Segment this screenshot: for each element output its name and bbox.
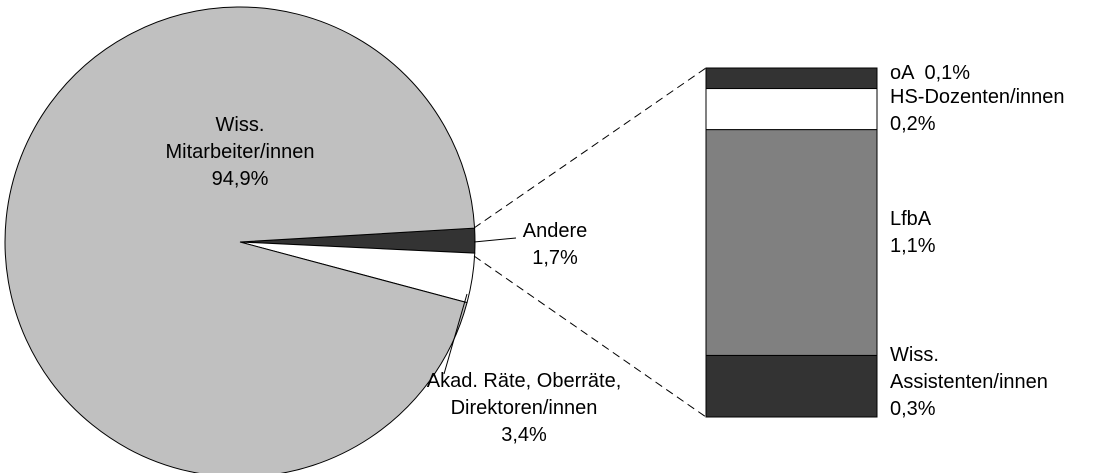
bar-segment (705, 354, 878, 418)
segment-name: Wiss. Assistenten/innen (890, 344, 1048, 393)
leader-line (473, 237, 517, 243)
connector (473, 67, 707, 229)
segment-label: oA 0,1% (890, 60, 970, 87)
segment-name: LfbA (890, 208, 932, 230)
slice-value: 3,4% (501, 424, 547, 446)
segment-name: oA (890, 62, 915, 84)
slice-name: Andere (522, 220, 588, 242)
bar-segment (705, 67, 878, 90)
segment-value: 0,3% (890, 398, 936, 420)
segment-value: 0,1% (924, 62, 971, 84)
bar-segment (705, 88, 878, 131)
slice-label: Andere 1,7% (523, 218, 588, 272)
slice-value: 94,9% (211, 168, 269, 190)
slice-label: Wiss. Mitarbeiter/innen 94,9% (166, 112, 315, 193)
segment-value: 1,1% (890, 235, 936, 257)
segment-label: HS-Dozenten/innen 0,2% (890, 84, 1065, 138)
slice-label: Akad. Räte, Oberräte, Direktoren/innen 3,… (427, 368, 622, 449)
segment-name: HS-Dozenten/innen (890, 86, 1065, 108)
connector (473, 255, 707, 418)
slice-value: 1,7% (532, 247, 578, 269)
segment-label: Wiss. Assistenten/innen 0,3% (890, 342, 1048, 423)
slice-name: Akad. Räte, Oberräte, Direktoren/innen (426, 370, 622, 419)
segment-label: LfbA 1,1% (890, 206, 936, 260)
leader-line (443, 293, 468, 375)
segment-value: 0,2% (890, 113, 936, 135)
pie-slice (4, 6, 476, 473)
bar-segment (705, 129, 878, 356)
slice-name: Wiss. Mitarbeiter/innen (165, 114, 315, 163)
